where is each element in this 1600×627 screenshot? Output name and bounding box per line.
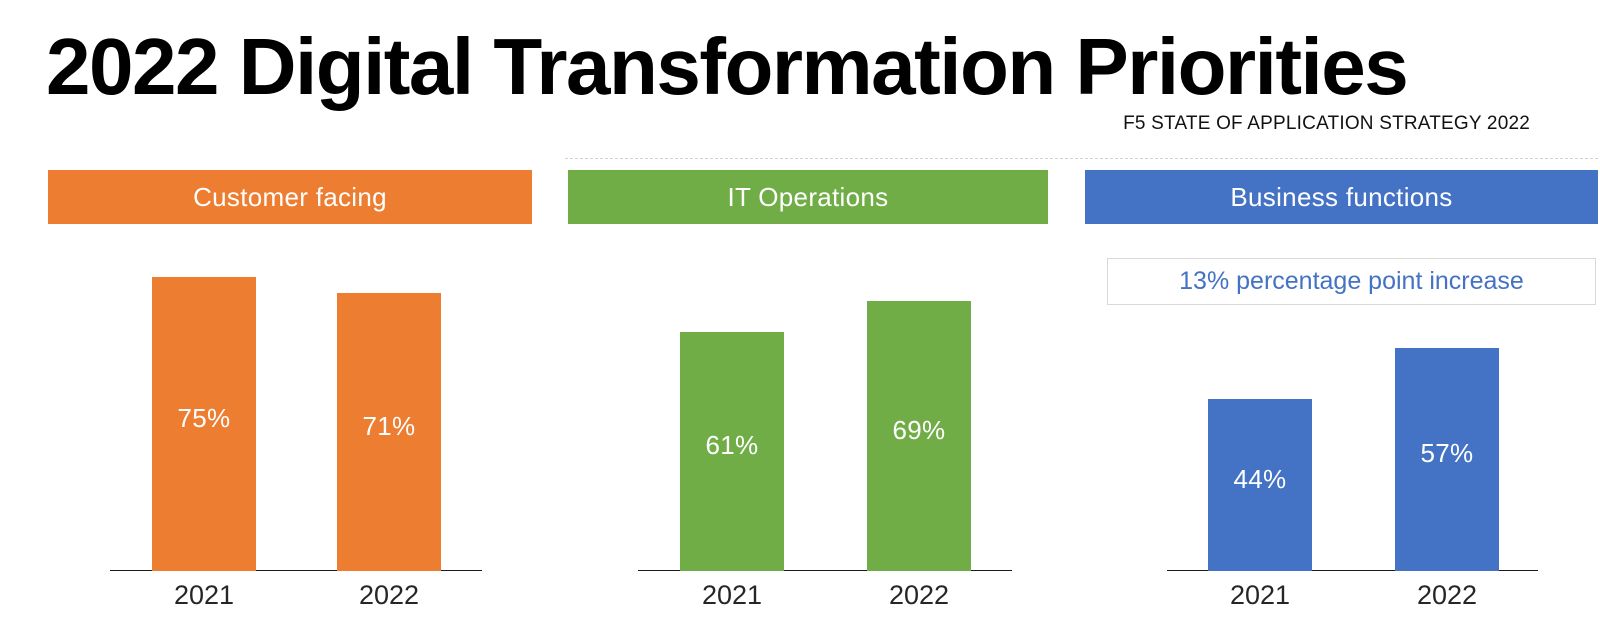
bar-2021: 61% [680,332,784,571]
page-title: 2022 Digital Transformation Priorities [46,22,1409,111]
x-axis-tick-label: 2021 [1229,580,1291,610]
category-header-business-functions: Business functions [1085,170,1598,224]
bar-value-label: 57% [1420,438,1474,468]
annotation-box: 13% percentage point increase [1107,258,1596,305]
bar-value-label: 71% [362,410,416,441]
x-axis-tick-label: 2021 [701,580,763,610]
category-header-customer-facing: Customer facing [48,170,532,224]
x-axis-line [1167,570,1538,571]
x-axis-tick-label: 2022 [1416,580,1478,610]
subtitle: F5 STATE OF APPLICATION STRATEGY 2022 [1123,113,1530,134]
bar-value-label: 69% [892,414,946,445]
bar-value-label: 44% [1233,463,1287,494]
x-axis-tick-label: 2021 [173,580,235,610]
panel-business-functions: Business functions 13% percentage point … [1085,0,1598,627]
bar-chart-customer-facing: 75% 2021 71% 2022 [48,0,532,627]
placeholder-dashed-line [565,158,1598,159]
bar-value-label: 61% [705,430,759,460]
bar-2022: 69% [867,301,971,571]
panel-customer-facing: Customer facing 75% 2021 71% 2022 [48,0,532,627]
x-axis-tick-label: 2022 [358,580,420,610]
bar-value-label: 75% [177,402,231,433]
bar-2022: 71% [337,293,441,571]
bar-2021: 75% [152,277,256,571]
x-axis-line [638,570,1012,571]
bar-2021: 44% [1208,399,1312,571]
category-header-it-operations: IT Operations [568,170,1048,224]
panel-it-operations: IT Operations 61% 2021 69% 2022 [568,0,1048,627]
x-axis-line [110,570,482,571]
bar-2022: 57% [1395,348,1499,571]
bar-chart-it-operations: 61% 2021 69% 2022 [568,0,1048,627]
bar-chart-business-functions: 44% 2021 57% 2022 [1085,0,1598,627]
x-axis-tick-label: 2022 [888,580,950,610]
